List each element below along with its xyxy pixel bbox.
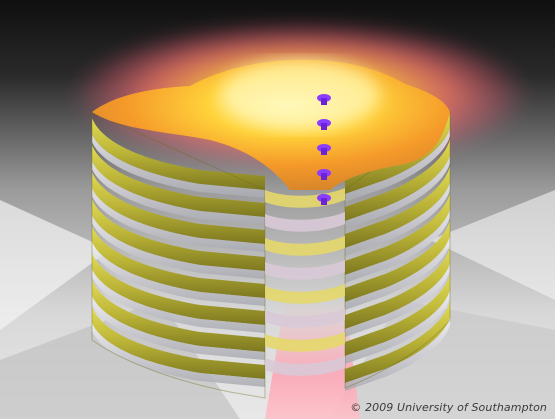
ring-gap-right	[345, 128, 450, 202]
ring-band-left	[92, 226, 265, 298]
ring-gap-left	[92, 296, 265, 360]
marker-stem	[321, 173, 327, 180]
ring-band-right	[345, 274, 450, 356]
ring-gap-left	[92, 242, 265, 306]
ring-band-inner	[265, 356, 345, 376]
left-edge	[91, 111, 266, 399]
ring-band-right	[345, 247, 450, 329]
marker-stem	[321, 98, 327, 105]
ring-band-left	[92, 280, 265, 352]
ring-band-inner	[265, 236, 345, 256]
ring-band-left	[92, 172, 265, 244]
ring-band-inner	[265, 308, 345, 328]
ring-gap-left	[92, 323, 265, 387]
ring-band-left	[92, 307, 265, 379]
ring-band-left	[92, 199, 265, 271]
ring-gap-right	[345, 317, 450, 391]
ring-band-right	[345, 193, 450, 275]
ring-gap-right	[345, 182, 450, 256]
ring-gap-right	[345, 290, 450, 364]
ring-band-right	[345, 220, 450, 302]
ring-band-right	[345, 301, 450, 383]
ring-gap-left	[92, 134, 265, 198]
left-ring-stack	[91, 111, 266, 399]
floor-light-right	[430, 190, 555, 300]
emission-markers	[317, 94, 331, 205]
ring-band-inner	[265, 332, 345, 352]
ring-gap-right	[345, 236, 450, 310]
right-ring-stack	[344, 111, 451, 391]
top-hotspot	[220, 60, 380, 130]
ring-gap-right	[345, 155, 450, 229]
light-beam	[265, 300, 360, 419]
marker-stem	[321, 198, 327, 205]
floor-light-left	[0, 200, 110, 330]
copyright-notice: © 2009 University of Southampton	[350, 401, 547, 414]
ring-band-left	[92, 253, 265, 325]
inner-ring-stack	[265, 188, 345, 376]
ring-gap-left	[92, 161, 265, 225]
ring-band-inner	[265, 260, 345, 280]
ring-band-right	[345, 139, 450, 221]
marker-stem	[321, 123, 327, 130]
ring-gap-right	[345, 209, 450, 283]
ring-band-right	[345, 112, 450, 194]
ring-band-inner	[265, 212, 345, 232]
marker-stem	[321, 148, 327, 155]
ring-band-inner	[265, 284, 345, 304]
ring-gap-left	[92, 269, 265, 333]
ring-gap-left	[92, 215, 265, 279]
ring-gap-left	[92, 188, 265, 252]
ring-band-left	[92, 118, 265, 190]
ring-band-left	[92, 145, 265, 217]
right-edge	[344, 111, 451, 389]
ring-gap-right	[345, 263, 450, 337]
ring-band-right	[345, 166, 450, 248]
